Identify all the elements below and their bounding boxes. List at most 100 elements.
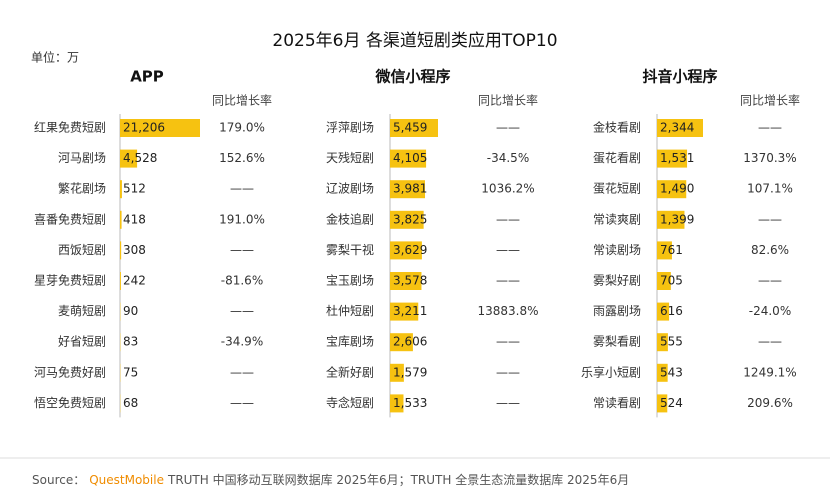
growth-label: —— [496, 335, 520, 349]
value-label: 3,981 [393, 182, 427, 196]
category-label: 常读爽剧 [593, 212, 641, 226]
category-label: 常读看剧 [593, 396, 641, 410]
category-label: 蛋花看剧 [593, 150, 641, 165]
unit: 单位：万 [31, 50, 79, 65]
growth-label: —— [230, 396, 254, 410]
source-text: TRUTH 中国移动互联网数据库 2025年6月；TRUTH 全景生态流量数据库… [167, 472, 629, 487]
bar [120, 211, 122, 229]
category-label: 寺念短剧 [326, 395, 374, 410]
category-label: 河马免费好剧 [34, 364, 106, 379]
growth-label: —— [230, 182, 254, 196]
value-label: 3,578 [393, 274, 427, 288]
category-label: 好省短剧 [58, 335, 106, 349]
category-label: 雾梨看剧 [593, 335, 641, 349]
growth-label: -34.9% [221, 335, 263, 349]
value-label: 68 [123, 396, 138, 410]
growth-header: 同比增长率 [740, 93, 800, 108]
category-label: 悟空免费短剧 [34, 395, 106, 410]
category-label: 金枝追剧 [326, 211, 374, 226]
category-label: 繁花剧场 [58, 181, 106, 196]
category-label: 金枝看剧 [593, 120, 641, 135]
growth-label: 1249.1% [743, 365, 796, 379]
growth-label: 152.6% [219, 151, 265, 165]
growth-label: —— [230, 365, 254, 379]
category-label: 喜番免费短剧 [34, 211, 106, 226]
value-label: 3,629 [393, 243, 427, 257]
value-label: 1,531 [660, 151, 694, 165]
value-label: 1,579 [393, 365, 427, 379]
value-label: 2,606 [393, 335, 427, 349]
growth-label: —— [230, 243, 254, 257]
growth-label: 1370.3% [743, 151, 796, 165]
value-label: 705 [660, 274, 683, 288]
growth-header: 同比增长率 [212, 93, 272, 108]
bar [120, 241, 121, 259]
value-label: 512 [123, 182, 146, 196]
panel-title: 微信小程序 [374, 68, 450, 86]
category-label: 天残短剧 [326, 151, 374, 165]
growth-label: 13883.8% [477, 304, 538, 318]
growth-label: —— [496, 274, 520, 288]
category-label: 常读剧场 [593, 243, 641, 257]
source-brand: QuestMobile [89, 473, 164, 487]
value-label: 5,459 [393, 121, 427, 135]
value-label: 418 [123, 212, 146, 226]
value-label: 4,105 [393, 151, 427, 165]
category-label: 星芽免费短剧 [34, 273, 106, 288]
growth-label: 82.6% [751, 243, 789, 257]
bar [120, 272, 121, 290]
growth-label: —— [496, 243, 520, 257]
category-label: 宝库剧场 [326, 334, 374, 349]
value-label: 1,490 [660, 182, 694, 196]
value-label: 616 [660, 304, 683, 318]
value-label: 4,528 [123, 151, 157, 165]
growth-label: —— [758, 212, 782, 226]
growth-label: —— [230, 304, 254, 318]
growth-label: —— [758, 274, 782, 288]
growth-label: 179.0% [219, 121, 265, 135]
bar [120, 180, 122, 198]
growth-label: —— [496, 365, 520, 379]
category-label: 乐享小短剧 [581, 364, 641, 379]
category-label: 杜仲短剧 [326, 303, 374, 318]
panel-title: 抖音小程序 [642, 68, 717, 86]
growth-label: —— [496, 212, 520, 226]
category-label: 浮萍剧场 [326, 121, 374, 135]
value-label: 90 [123, 304, 138, 318]
category-label: 红果免费短剧 [34, 120, 106, 135]
category-label: 雾梨好剧 [593, 274, 641, 288]
value-label: 2,344 [660, 121, 694, 135]
category-label: 辽波剧场 [326, 182, 374, 196]
growth-header: 同比增长率 [478, 93, 538, 108]
value-label: 1,533 [393, 396, 427, 410]
growth-label: 107.1% [747, 182, 793, 196]
category-label: 雾梨干视 [326, 242, 374, 257]
value-label: 1,399 [660, 212, 694, 226]
growth-label: -34.5% [487, 151, 529, 165]
value-label: 83 [123, 335, 138, 349]
growth-label: 209.6% [747, 396, 793, 410]
page-title: 2025年6月 各渠道短剧类应用TOP10 [272, 31, 557, 51]
value-label: 761 [660, 243, 683, 257]
category-label: 麦萌短剧 [58, 304, 106, 318]
category-label: 雨露剧场 [593, 304, 641, 318]
value-label: 555 [660, 335, 683, 349]
category-label: 全新好剧 [326, 364, 374, 379]
category-label: 西饭短剧 [58, 243, 106, 257]
growth-label: —— [496, 396, 520, 410]
growth-label: -81.6% [221, 274, 263, 288]
value-label: 524 [660, 396, 683, 410]
value-label: 3,211 [393, 304, 427, 318]
value-label: 543 [660, 365, 683, 379]
source-label: Source： [32, 473, 85, 487]
category-label: 河马剧场 [58, 151, 106, 165]
value-label: 75 [123, 365, 138, 379]
growth-label: —— [758, 121, 782, 135]
growth-label: —— [758, 335, 782, 349]
value-label: 242 [123, 274, 146, 288]
growth-label: —— [496, 121, 520, 135]
category-label: 蛋花短剧 [593, 181, 641, 196]
value-label: 308 [123, 243, 146, 257]
